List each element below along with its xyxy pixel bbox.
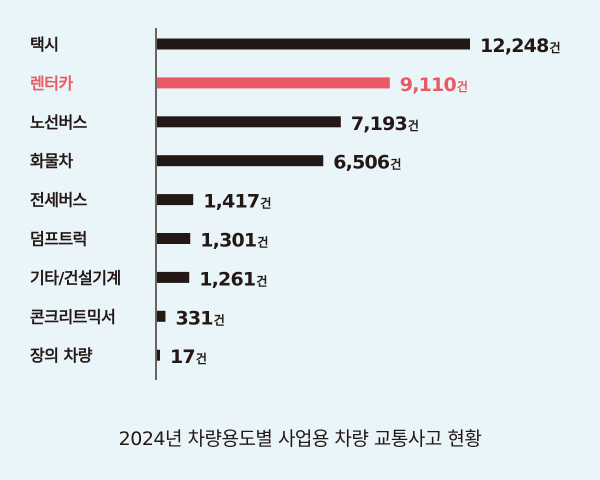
value-number: 12,248 — [480, 35, 549, 57]
bar — [157, 38, 470, 50]
value-label: 1,301건 — [200, 230, 268, 252]
bar — [157, 194, 194, 206]
category-label: 덤프트럭 — [30, 230, 87, 249]
category-label: 노선버스 — [30, 113, 88, 132]
value-unit: 건 — [256, 273, 267, 288]
category-label: 택시 — [30, 35, 58, 54]
bar — [157, 271, 190, 283]
bar — [157, 116, 341, 128]
chart-title: 2024년 차량용도별 사업용 차량 교통사고 현황 — [118, 428, 482, 450]
value-label: 17건 — [170, 346, 207, 368]
category-label: 장의 차량 — [30, 346, 93, 365]
bar — [157, 155, 324, 167]
bar — [157, 310, 166, 322]
value-label: 1,417건 — [203, 191, 271, 213]
value-label: 331건 — [175, 307, 224, 329]
value-number: 1,261 — [199, 268, 255, 290]
value-number: 9,110 — [400, 74, 457, 96]
value-unit: 건 — [408, 118, 419, 133]
value-number: 1,417 — [203, 191, 259, 213]
value-unit: 건 — [390, 157, 401, 172]
value-unit: 건 — [457, 79, 468, 94]
category-label: 렌터카 — [30, 74, 73, 93]
bar — [157, 77, 390, 89]
value-number: 7,193 — [351, 113, 407, 135]
value-label: 1,261건 — [199, 268, 267, 290]
value-unit: 건 — [550, 40, 561, 55]
category-label: 전세버스 — [30, 191, 88, 210]
value-unit: 건 — [257, 235, 268, 250]
value-unit: 건 — [196, 351, 207, 366]
value-unit: 건 — [260, 196, 271, 211]
value-label: 6,506건 — [333, 152, 401, 174]
category-label: 콘크리트믹서 — [30, 307, 115, 326]
value-number: 1,301 — [200, 230, 256, 252]
category-label: 화물차 — [30, 152, 73, 171]
value-number: 6,506 — [333, 152, 390, 174]
value-unit: 건 — [214, 312, 225, 327]
value-label: 7,193건 — [351, 113, 419, 135]
value-number: 331 — [175, 307, 212, 329]
bar — [157, 349, 160, 361]
value-label: 9,110건 — [400, 74, 468, 96]
value-label: 12,248건 — [480, 35, 561, 57]
category-label: 기타/건설기계 — [30, 268, 121, 287]
value-number: 17 — [170, 346, 195, 368]
bar — [157, 233, 191, 244]
